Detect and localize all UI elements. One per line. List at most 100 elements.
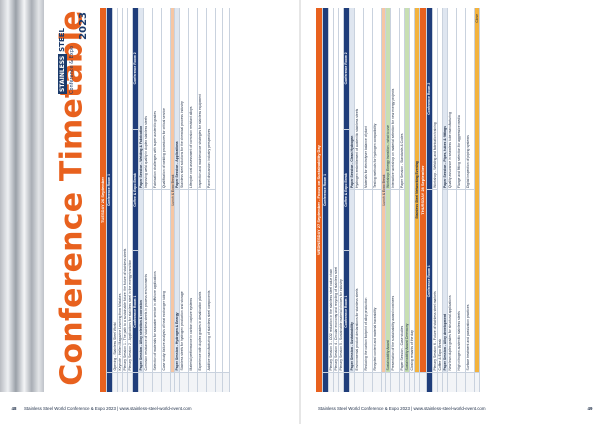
session-cell: Reducing the carbon footprint of alloy p…: [364, 297, 368, 371]
session-cell: Environmental product declarations for s…: [355, 288, 359, 371]
footer-left: 48 Stainless Steel World Conference & Ex…: [0, 392, 300, 424]
timetable-row: [223, 8, 230, 392]
session-cell: Paper Session - Welding & Fabrication: [139, 8, 143, 191]
session-cell: Material performance in carbon capture s…: [189, 297, 193, 371]
footer-right: Stainless Steel World Conference & Expo …: [300, 392, 600, 424]
session-time: [198, 372, 206, 392]
session-time: [364, 372, 372, 392]
session-time: [216, 372, 222, 392]
session-cell: Corrosion resistance of stainless steels…: [144, 274, 148, 371]
session-cell: Case study: failure analysis of heat exc…: [162, 290, 166, 371]
session-time: [382, 372, 385, 392]
session-cell: Paper Session - Hydrogen & Energy: [175, 312, 179, 371]
session-time: [350, 372, 354, 392]
session-time: [139, 372, 143, 392]
session-cell: Additive manufacturing of stainless stee…: [207, 290, 211, 371]
logo-word-1: STAINLESS: [57, 53, 67, 94]
session-cell: Coffee & Expo Break: [344, 129, 349, 252]
session-cell: Workshop: Energy transition - what to us…: [386, 8, 390, 191]
session-cell: Selection of materials for seawater serv…: [153, 271, 157, 371]
session-time: [113, 372, 117, 392]
session-time: [153, 372, 161, 392]
session-time: [400, 372, 404, 392]
timetable-row: Additive manufacturing of stainless stee…: [207, 8, 216, 392]
session-cell: Stainless steel solutions for the chemic…: [180, 8, 188, 191]
session-cell: Coffee & Expo Break: [133, 129, 138, 252]
timetable-row: Presentation of the sustainability award…: [391, 8, 400, 392]
session-cell: Fabrication challenges with super austen…: [153, 8, 161, 191]
session-time: [175, 372, 179, 392]
session-cell: Qualification of welding procedures for …: [162, 8, 170, 191]
timetable-row: Experience with duplex grades in desalin…: [198, 8, 207, 392]
timetable-row: Reducing the carbon footprint of alloy p…: [364, 8, 373, 392]
page-gutter: [299, 0, 301, 424]
session-time: [162, 372, 170, 392]
session-time: [329, 372, 333, 392]
left-page: Conference Timetable STAINLESS STEEL Con…: [0, 0, 300, 424]
session-cell: Plenary Session 6 - Future of stainless …: [433, 291, 437, 371]
session-cell: Keynote - Hellen Magazine Learning from …: [118, 293, 122, 371]
session-time: [427, 372, 432, 392]
session-cell: Coffee & Expo Break: [438, 338, 442, 371]
footer-text-left: Stainless Steel World Conference & Expo …: [24, 405, 192, 411]
timetable-row: Close: [475, 8, 480, 392]
session-cell: Lunch & Expo Break: [171, 174, 174, 206]
session-cell: Plenary Session 4 - Circular economy and…: [334, 266, 338, 371]
session-cell: Conference Room 1: [344, 296, 348, 328]
session-cell: Paper Session - Clean Hydrogen: [350, 8, 354, 191]
session-cell: Conference Room 2: [427, 8, 432, 191]
session-cell: Conference Room 2: [133, 8, 138, 130]
session-time: [180, 372, 188, 392]
session-cell: Sustainability Award: [386, 340, 390, 371]
session-time: [144, 372, 152, 392]
timetable-row: Case study: failure analysis of heat exc…: [162, 8, 171, 392]
session-cell: THURSDAY 28 September: [420, 165, 425, 215]
session-cell: Recycled content and material traceabili…: [373, 307, 377, 371]
session-time: [410, 372, 414, 392]
session-cell: Conference Room 1: [427, 265, 431, 298]
session-cell: Conference Room 1: [323, 174, 327, 207]
session-time: [344, 372, 349, 392]
session-cell: Lifecycle cost assessment of corrosion r…: [189, 8, 197, 191]
day-header: WEDNESDAY 27 September - Focus on Sustai…: [316, 8, 323, 392]
logo-subtitle: Conference & Expo: [69, 45, 75, 94]
session-time: [223, 372, 229, 392]
session-cell: Lunch & Expo Break: [382, 174, 385, 206]
session-time: [207, 372, 215, 392]
wednesday-thursday-timetable: WEDNESDAY 27 September - Focus on Sustai…: [316, 8, 598, 392]
logo-top: STAINLESS STEEL: [56, 12, 68, 94]
session-time: [355, 372, 363, 392]
timetable-row: Surface treatment and passivation practi…: [466, 8, 475, 392]
session-cell: Plenary Session 5 - Sustainable material…: [339, 279, 343, 371]
timetable-row: Stainless steels for hydrogen production…: [180, 8, 189, 392]
session-cell: Inspection and maintenance strategies fo…: [198, 8, 206, 191]
timetable-row: High nitrogen austenitic stainless steel…: [457, 8, 466, 392]
session-cell: Conference Room 1: [133, 296, 137, 328]
session-cell: Presentation of the sustainability award…: [391, 295, 395, 371]
session-time: [323, 372, 328, 392]
session-cell: Experience with duplex grades in desalin…: [198, 291, 202, 371]
session-cell: Closing remarks of the day: [410, 330, 414, 371]
session-cell: Close: [475, 14, 479, 23]
session-cell: Conference Room 2: [344, 8, 349, 130]
session-time: [339, 372, 343, 392]
session-time: [415, 372, 419, 392]
session-cell: Sustainability Award Ceremony: [405, 323, 409, 371]
session-cell: Materials for electrolyser balance of pl…: [364, 8, 372, 191]
session-time: [438, 372, 442, 392]
session-time: [405, 372, 409, 392]
session-cell: Conference Room 1: [107, 174, 111, 207]
session-cell: Surface treatment and passivation practi…: [466, 304, 470, 371]
session-cell: [223, 8, 229, 372]
footer-text-right: Stainless Steel World Conference & Expo …: [318, 405, 486, 411]
session-cell: Paper Session - Alloy selection & corros…: [139, 300, 143, 371]
session-cell: Hydrogen embrittlement of austenitic sta…: [355, 8, 363, 191]
timetable-row: THURSDAY 28 September: [420, 8, 427, 392]
session-cell: Paper Session - Case studies: [400, 325, 404, 371]
session-cell: Testing methods for hydrogen compatibili…: [373, 8, 381, 191]
session-time: [118, 372, 122, 392]
session-cell: Paper Session - Standards & Codes: [400, 8, 404, 191]
session-time: [133, 372, 138, 392]
session-cell: Quality assurance in seamless tube manuf…: [448, 8, 456, 191]
session-cell: Plenary Session 3 - CO2 reduction in the…: [329, 268, 333, 371]
